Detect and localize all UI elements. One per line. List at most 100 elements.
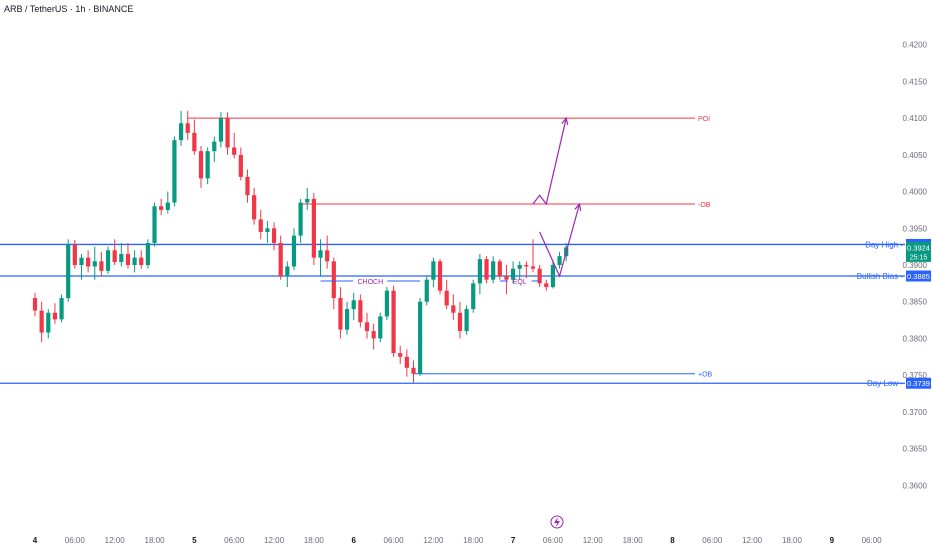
candle-body <box>358 300 363 323</box>
candle-body <box>537 268 542 284</box>
projections <box>532 116 582 278</box>
candle-body <box>457 312 463 332</box>
candle-body <box>258 219 263 232</box>
candle-body <box>524 265 529 267</box>
annotations: CHOCH EQL <box>320 279 540 286</box>
candle-body <box>431 261 436 280</box>
bolt-icon <box>554 517 560 527</box>
candle-body <box>198 151 204 179</box>
candle-body <box>444 290 449 306</box>
price-tag <box>906 377 931 389</box>
candle-body <box>278 242 283 277</box>
y-tick-label: 0.4150 <box>903 77 928 86</box>
candle-body <box>132 257 137 265</box>
candle-body <box>424 279 429 302</box>
x-tick-label: 9 <box>830 536 835 545</box>
candle-body <box>66 244 71 299</box>
candle-body <box>305 198 310 203</box>
candle-body <box>112 250 117 263</box>
candle-body <box>152 206 157 243</box>
x-axis: 4 06:00 12:00 18:00 5 06:00 12:00 18:00 6 06:00 12… <box>33 515 883 545</box>
y-tick-label: 0.3800 <box>903 334 928 343</box>
candle-body <box>165 202 170 210</box>
x-tick-label: 12:00 <box>105 536 126 545</box>
candle-body <box>517 265 522 269</box>
candle-body <box>371 331 376 339</box>
symbol-title: ARB / TetherUS · 1h · BINANCE <box>4 4 134 14</box>
level-label: POI <box>698 116 710 123</box>
event-marker-icon <box>550 515 564 529</box>
last-price-tag <box>906 241 931 262</box>
candle-body <box>225 118 230 148</box>
candle-body <box>464 309 469 332</box>
price-tag-label: 0.3885 <box>907 272 930 281</box>
y-tick-label: 0.3850 <box>903 298 928 307</box>
annotation-label: EQL <box>513 279 527 286</box>
x-tick-label: 5 <box>192 536 197 545</box>
candle-body <box>79 257 84 265</box>
x-tick-label: 06:00 <box>702 536 723 545</box>
candle-body <box>99 261 104 271</box>
candle-body <box>504 276 509 280</box>
candle-body <box>238 154 243 177</box>
level-label: +OB <box>698 372 713 379</box>
x-tick-label: 18:00 <box>463 536 484 545</box>
candle-body <box>378 316 383 339</box>
x-tick-label: 18:00 <box>623 536 644 545</box>
candle-body <box>557 256 562 265</box>
x-tick-label: 06:00 <box>862 536 883 545</box>
candle-body <box>398 353 403 357</box>
candle-body <box>477 259 482 284</box>
x-tick-label: 12:00 <box>742 536 763 545</box>
y-tick-label: 0.3950 <box>903 224 928 233</box>
price-tag <box>906 270 931 282</box>
x-tick-label: 6 <box>351 536 356 545</box>
candle-body <box>185 123 190 133</box>
candle-body <box>411 367 416 374</box>
level-label: Day High - <box>865 240 903 249</box>
candle-body <box>451 305 456 313</box>
y-tick-label: 0.4000 <box>903 188 928 197</box>
x-tick-label: 18:00 <box>304 536 325 545</box>
candle-body <box>119 253 124 263</box>
candle-body <box>265 228 270 232</box>
candle-body <box>92 261 97 267</box>
candle-body <box>46 312 51 333</box>
candle-body <box>471 283 476 310</box>
candle-body <box>218 118 224 142</box>
annotation-label: CHOCH <box>357 279 383 286</box>
candle-body <box>252 195 257 220</box>
candle-body <box>52 312 58 320</box>
candle-body <box>484 259 489 280</box>
candle-body <box>384 290 390 317</box>
candle-body <box>39 310 44 333</box>
candle-body <box>291 235 297 267</box>
x-tick-label: 06:00 <box>543 536 564 545</box>
y-tick-label: 0.3600 <box>903 481 928 490</box>
x-tick-label: 7 <box>511 536 516 545</box>
last-price-label: 0.3924 <box>907 243 930 252</box>
candle-body <box>325 250 330 262</box>
candle-body <box>86 257 91 267</box>
candle-body <box>510 268 516 280</box>
candle-body <box>311 198 316 258</box>
candle-body <box>404 356 409 368</box>
x-tick-label: 4 <box>33 536 38 545</box>
candle-body <box>497 261 502 277</box>
candle-body <box>125 253 131 265</box>
price-tag-label: 0.3739 <box>907 379 930 388</box>
candle-body <box>271 228 277 243</box>
candle-body <box>232 147 237 155</box>
countdown-label: 25:15 <box>910 254 928 261</box>
x-tick-label: 06:00 <box>65 536 86 545</box>
x-tick-label: 18:00 <box>782 536 803 545</box>
candle-body <box>530 266 536 269</box>
candle-body <box>491 261 496 280</box>
candle-body <box>72 244 77 265</box>
candle-body <box>32 298 38 311</box>
candle-body <box>145 242 150 265</box>
candle-body <box>205 151 210 179</box>
